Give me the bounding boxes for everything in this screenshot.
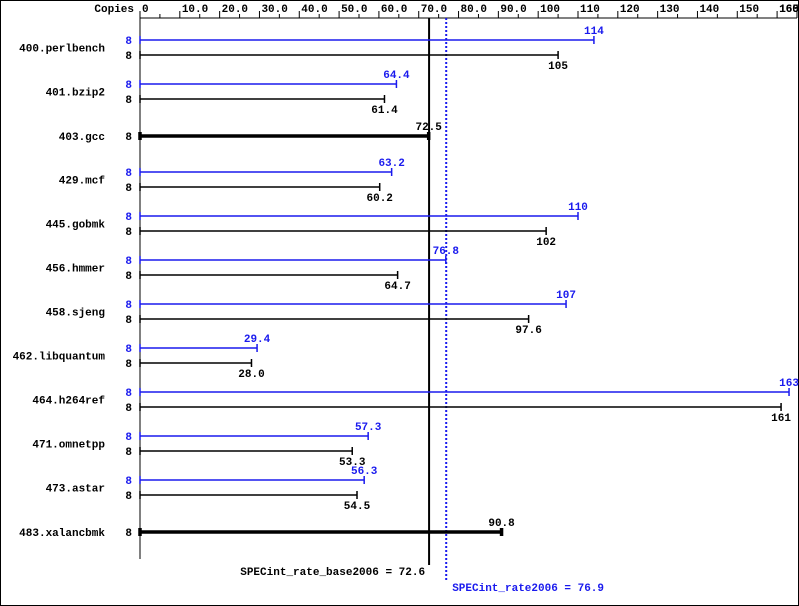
svg-text:60.0: 60.0 — [381, 4, 407, 16]
benchmark-name: 464.h264ref — [32, 396, 105, 408]
base-value-label: 102 — [536, 237, 556, 249]
copies-peak: 8 — [125, 80, 132, 92]
peak-value-label: 29.4 — [244, 334, 271, 346]
copies-peak: 8 — [125, 344, 132, 356]
svg-text:120: 120 — [620, 4, 640, 16]
peak-value-label: 114 — [584, 26, 604, 38]
benchmark-name: 458.sjeng — [46, 308, 105, 320]
peak-value-label: 76.8 — [433, 246, 460, 258]
copies-base: 8 — [125, 51, 132, 63]
svg-text:70.0: 70.0 — [421, 4, 447, 16]
svg-text:165: 165 — [779, 4, 799, 16]
copies-peak: 8 — [125, 388, 132, 400]
copies-peak: 8 — [125, 36, 132, 48]
peak-value-label: 107 — [556, 290, 576, 302]
svg-text:20.0: 20.0 — [222, 4, 248, 16]
benchmark-name: 429.mcf — [59, 176, 106, 188]
benchmark-name: 400.perlbench — [19, 44, 105, 56]
svg-text:80.0: 80.0 — [461, 4, 487, 16]
copies-base: 8 — [125, 183, 132, 195]
base-reference-label: SPECint_rate_base2006 = 72.6 — [240, 567, 425, 579]
copies-peak: 8 — [125, 476, 132, 488]
svg-text:10.0: 10.0 — [182, 4, 208, 16]
base-value-label: 90.8 — [488, 518, 515, 530]
peak-value-label: 63.2 — [378, 158, 404, 170]
base-value-label: 60.2 — [367, 193, 393, 205]
copies-base: 8 — [125, 359, 132, 371]
copies-base: 8 — [125, 403, 132, 415]
benchmark-name: 403.gcc — [59, 132, 105, 144]
benchmark-name: 401.bzip2 — [46, 88, 105, 100]
peak-value-label: 163 — [779, 378, 799, 390]
base-value-label: 64.7 — [384, 281, 410, 293]
svg-text:140: 140 — [699, 4, 719, 16]
copies-peak: 8 — [125, 168, 132, 180]
copies-base: 8 — [125, 95, 132, 107]
svg-text:90.0: 90.0 — [500, 4, 526, 16]
svg-text:130: 130 — [660, 4, 680, 16]
svg-text:40.0: 40.0 — [301, 4, 327, 16]
svg-text:0: 0 — [142, 4, 149, 16]
copies-peak: 8 — [125, 300, 132, 312]
benchmark-name: 473.astar — [46, 484, 105, 496]
copies-header: Copies — [94, 4, 134, 16]
copies-base: 8 — [125, 132, 132, 144]
copies-base: 8 — [125, 491, 132, 503]
base-value-label: 72.5 — [415, 122, 442, 134]
peak-reference-label: SPECint_rate2006 = 76.9 — [452, 583, 604, 595]
spec-rate-chart: Copies 0 10.0 20.0 30.0 40.0 50.0 60.0 70.0 80.0 9… — [0, 0, 799, 606]
copies-peak: 8 — [125, 256, 132, 268]
peak-value-label: 56.3 — [351, 466, 378, 478]
copies-peak: 8 — [125, 432, 132, 444]
benchmark-name: 471.omnetpp — [32, 440, 105, 452]
svg-text:150: 150 — [739, 4, 759, 16]
peak-value-label: 57.3 — [355, 422, 382, 434]
base-value-label: 97.6 — [515, 325, 541, 337]
copies-base: 8 — [125, 315, 132, 327]
base-value-label: 61.4 — [371, 105, 398, 117]
base-value-label: 105 — [548, 61, 568, 73]
copies-base: 8 — [125, 227, 132, 239]
copies-peak: 8 — [125, 212, 132, 224]
benchmark-name: 456.hmmer — [46, 264, 105, 276]
svg-text:50.0: 50.0 — [341, 4, 367, 16]
copies-base: 8 — [125, 528, 132, 540]
benchmark-name: 462.libquantum — [13, 352, 106, 364]
copies-base: 8 — [125, 447, 132, 459]
copies-base: 8 — [125, 271, 132, 283]
svg-text:110: 110 — [580, 4, 600, 16]
peak-value-label: 110 — [568, 202, 588, 214]
base-value-label: 161 — [771, 413, 791, 425]
benchmark-name: 445.gobmk — [46, 220, 106, 232]
base-value-label: 54.5 — [344, 501, 371, 513]
svg-text:100: 100 — [540, 4, 560, 16]
base-value-label: 28.0 — [238, 369, 264, 381]
benchmark-name: 483.xalancbmk — [19, 528, 105, 540]
svg-text:30.0: 30.0 — [261, 4, 287, 16]
peak-value-label: 64.4 — [383, 70, 410, 82]
